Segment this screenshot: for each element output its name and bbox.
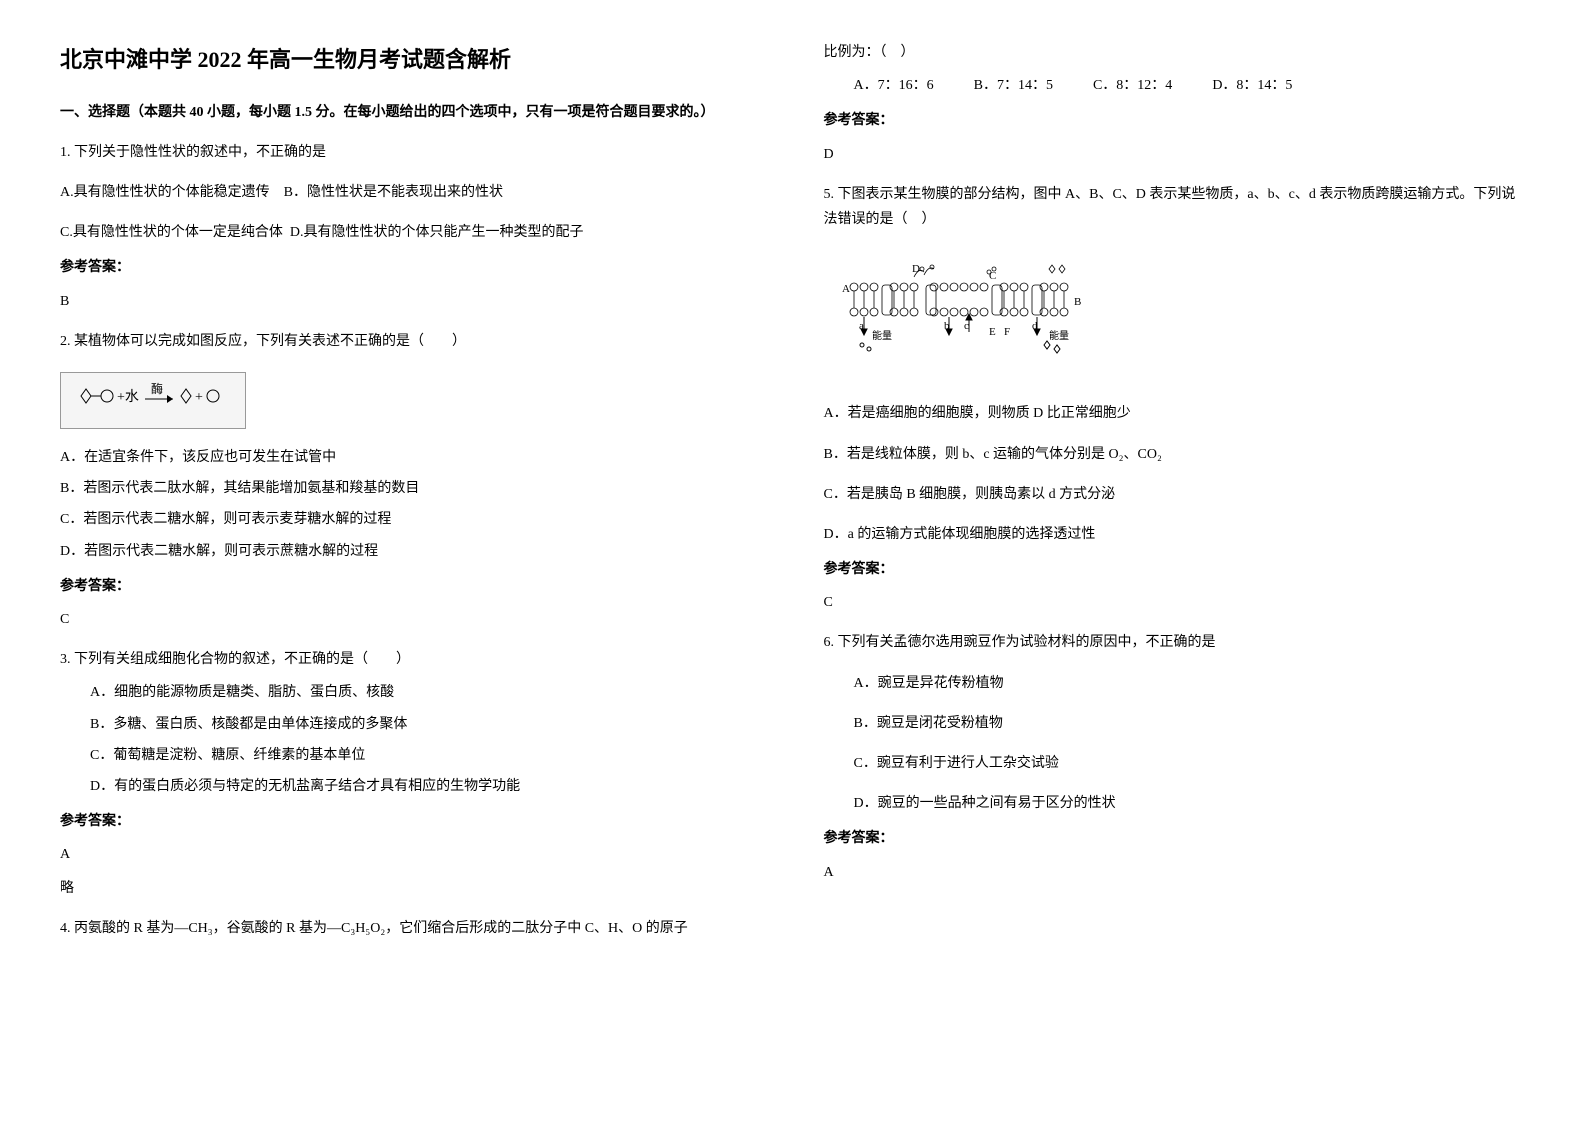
q2-optD: D．若图示代表二糖水解，则可表示蔗糖水解的过程 <box>60 539 764 564</box>
question-5: 5. 下图表示某生物膜的部分结构，图中 A、B、C、D 表示某些物质，a、b、c… <box>824 182 1528 616</box>
label-a: a <box>859 320 864 332</box>
svg-text:酶: 酶 <box>151 381 163 396</box>
label-D: D <box>912 263 920 275</box>
q3-note: 略 <box>60 876 764 901</box>
q3-text: 3. 下列有关组成细胞化合物的叙述，不正确的是（ ） <box>60 647 764 672</box>
q6-answer-label: 参考答案： <box>824 826 1528 851</box>
q3-optA: A．细胞的能源物质是糖类、脂肪、蛋白质、核酸 <box>90 680 764 705</box>
q2-optB: B．若图示代表二肽水解，其结果能增加氨基和羧基的数目 <box>60 476 764 501</box>
q1-optB: B．隐性性状是不能表现出来的性状 <box>284 185 503 200</box>
q3-answer-label: 参考答案： <box>60 809 764 834</box>
question-2: 2. 某植物体可以完成如图反应，下列有关表述不正确的是（ ） +水 酶 + A．… <box>60 329 764 633</box>
q5-answer: C <box>824 590 1528 615</box>
q6-optD: D．豌豆的一些品种之间有易于区分的性状 <box>854 791 1528 816</box>
q2-text: 2. 某植物体可以完成如图反应，下列有关表述不正确的是（ ） <box>60 329 764 354</box>
q6-optB: B．豌豆是闭花受粉植物 <box>854 711 1528 736</box>
formula-svg: +水 酶 + <box>73 381 233 411</box>
q1-optD: D.具有隐性性状的个体只能产生一种类型的配子 <box>290 225 584 240</box>
q4-text2: 比例为：（ ） <box>824 40 1528 65</box>
question-6: 6. 下列有关孟德尔选用豌豆作为试验材料的原因中，不正确的是 A．豌豆是异花传粉… <box>824 630 1528 884</box>
q2-answer: C <box>60 607 764 632</box>
q5-optD: D．a 的运输方式能体现细胞膜的选择透过性 <box>824 522 1528 547</box>
q1-answer: B <box>60 289 764 314</box>
q1-optA: A.具有隐性性状的个体能稳定遗传 <box>60 185 270 200</box>
q2-optA: A．在适宜条件下，该反应也可发生在试管中 <box>60 445 764 470</box>
q2-optC: C．若图示代表二糖水解，则可表示麦芽糖水解的过程 <box>60 507 764 532</box>
q6-optC: C．豌豆有利于进行人工杂交试验 <box>854 751 1528 776</box>
q5-optC: C．若是胰岛 B 细胞膜，则胰岛素以 d 方式分泌 <box>824 482 1528 507</box>
q4-answer: D <box>824 142 1528 167</box>
q4-answer-label: 参考答案： <box>824 108 1528 133</box>
svg-text:+水: +水 <box>117 389 139 405</box>
right-column: 比例为：（ ） A．7：16：6 B．7：14：5 C．8：12：4 D．8：1… <box>824 40 1528 949</box>
q6-optA: A．豌豆是异花传粉植物 <box>854 671 1528 696</box>
question-1: 1. 下列关于隐性性状的叙述中，不正确的是 A.具有隐性性状的个体能稳定遗传 B… <box>60 140 764 314</box>
q6-answer: A <box>824 860 1528 885</box>
q3-optC: C．葡萄糖是淀粉、糖原、纤维素的基本单位 <box>90 743 764 768</box>
label-d: d <box>1032 320 1038 332</box>
section-header: 一、选择题（本题共 40 小题，每小题 1.5 分。在每小题给出的四个选项中，只… <box>60 100 764 125</box>
q1-text: 1. 下列关于隐性性状的叙述中，不正确的是 <box>60 140 764 165</box>
label-C: C <box>989 270 996 282</box>
q1-optC: C.具有隐性性状的个体一定是纯合体 <box>60 225 283 240</box>
membrane-svg: A D C B a b c d E F 能量 能量 <box>834 257 1094 367</box>
q4-text: 4. 丙氨酸的 R 基为—CH₃，谷氨酸的 R 基为—C₃H₅O₂，它们缩合后形… <box>60 916 764 941</box>
q4-optD: D．8：14：5 <box>1212 73 1292 98</box>
label-E: E <box>989 326 996 338</box>
q3-optD: D．有的蛋白质必须与特定的无机盐离子结合才具有相应的生物学功能 <box>90 774 764 799</box>
membrane-diagram: A D C B a b c d E F 能量 能量 <box>824 247 1528 386</box>
q3-optB: B．多糖、蛋白质、核酸都是由单体连接成的多聚体 <box>90 712 764 737</box>
label-c: c <box>964 320 969 332</box>
q4-optC: C．8：12：4 <box>1093 73 1172 98</box>
page-title: 北京中滩中学 2022 年高一生物月考试题含解析 <box>60 40 764 80</box>
svg-text:+: + <box>195 390 203 405</box>
question-3: 3. 下列有关组成细胞化合物的叙述，不正确的是（ ） A．细胞的能源物质是糖类、… <box>60 647 764 901</box>
question-4-part1: 4. 丙氨酸的 R 基为—CH₃，谷氨酸的 R 基为—C₃H₅O₂，它们缩合后形… <box>60 916 764 941</box>
label-b: b <box>944 320 950 332</box>
question-4-part2: 比例为：（ ） A．7：16：6 B．7：14：5 C．8：12：4 D．8：1… <box>824 40 1528 167</box>
label-B: B <box>1074 296 1081 308</box>
q5-text: 5. 下图表示某生物膜的部分结构，图中 A、B、C、D 表示某些物质，a、b、c… <box>824 182 1528 232</box>
q4-optA: A．7：16：6 <box>854 73 934 98</box>
q6-text: 6. 下列有关孟德尔选用豌豆作为试验材料的原因中，不正确的是 <box>824 630 1528 655</box>
label-A: A <box>842 283 850 295</box>
q1-answer-label: 参考答案： <box>60 255 764 280</box>
q5-optA: A．若是癌细胞的细胞膜，则物质 D 比正常细胞少 <box>824 401 1528 426</box>
q2-answer-label: 参考答案： <box>60 574 764 599</box>
label-energy-1: 能量 <box>872 329 892 342</box>
q2-formula: +水 酶 + <box>60 372 246 429</box>
q5-answer-label: 参考答案： <box>824 557 1528 582</box>
label-F: F <box>1004 326 1010 338</box>
label-energy-2: 能量 <box>1049 329 1069 342</box>
q3-answer: A <box>60 842 764 867</box>
left-column: 北京中滩中学 2022 年高一生物月考试题含解析 一、选择题（本题共 40 小题… <box>60 40 764 949</box>
q5-optB: B．若是线粒体膜，则 b、c 运输的气体分别是 O₂、CO₂ <box>824 442 1528 467</box>
q4-optB: B．7：14：5 <box>974 73 1053 98</box>
